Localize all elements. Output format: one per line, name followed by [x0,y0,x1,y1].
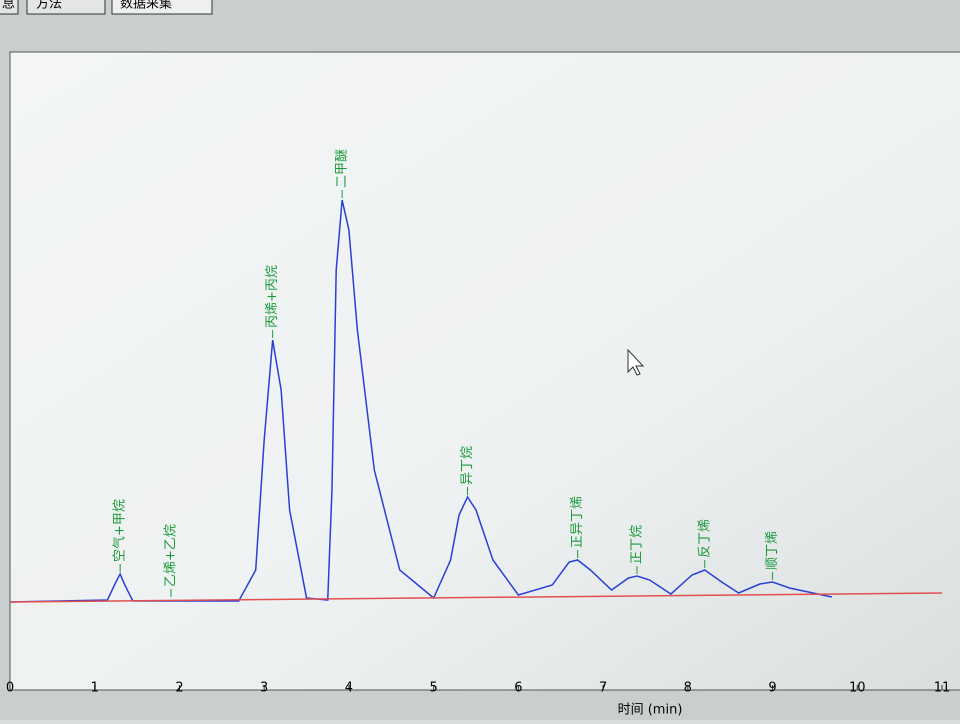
x-tick-label: 8 [684,681,692,696]
x-tick-label: 1 [91,681,99,696]
x-axis-label: 时间 (min) [618,703,683,718]
x-tick-label: 11 [934,681,951,696]
tab[interactable] [111,0,213,15]
peak-label: 空气+甲烷 [112,499,128,562]
peak-label: 顺丁烯 [765,531,780,570]
peak-label: 二甲醚 [335,149,350,188]
tab-label: 数据采集 [120,0,172,12]
peak-label: 反丁烯 [697,519,712,558]
x-tick-label: 6 [514,681,522,696]
peak-label: 乙烯+乙烷 [163,524,178,587]
cursor [627,348,645,376]
x-tick-label: 7 [599,681,607,696]
x-tick-label: 2 [175,681,183,696]
line [9,199,833,603]
x-tick-label: 3 [260,681,268,696]
tab[interactable] [0,0,19,15]
x-tick-label: 4 [345,681,353,696]
peak-label: 正丁烷 [629,525,644,564]
x-tick-label: 5 [429,681,437,696]
line [9,592,943,603]
x-tick-label: 0 [6,681,14,696]
tab-label: 息 [2,0,15,12]
x-tick-label: 10 [849,681,866,696]
tab[interactable] [26,0,106,15]
tab-label: 方法 [36,0,62,12]
plot-area [9,51,960,691]
x-tick-label: 9 [768,681,776,696]
peak-label: 正异丁烯 [570,496,585,548]
peak-label: 丙烯+丙烷 [265,265,280,328]
peak-label: 异丁烷 [460,446,475,485]
